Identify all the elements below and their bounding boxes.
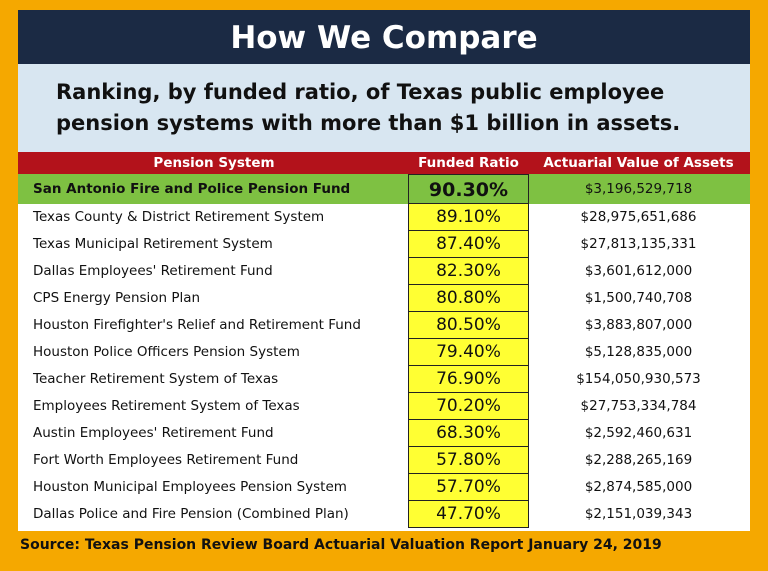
table-header: Pension System Funded Ratio Actuarial Va…: [18, 152, 750, 174]
actuarial-value: $1,500,740,708: [584, 290, 693, 306]
actuarial-value: $2,874,585,000: [584, 479, 693, 495]
subtitle-line-1: Ranking, by funded ratio, of Texas publi…: [56, 80, 665, 104]
subtitle: Ranking, by funded ratio, of Texas publi…: [18, 64, 750, 152]
subtitle-line-2: pension systems with more than $1 billio…: [56, 111, 681, 135]
actuarial-value: $27,813,135,331: [580, 236, 697, 252]
header-funded-ratio: Funded Ratio: [418, 155, 519, 171]
table-row: Teacher Retirement System of Texas 76.90%…: [18, 366, 750, 393]
funded-ratio: 89.10%: [408, 204, 529, 231]
funded-ratio: 70.20%: [408, 393, 529, 420]
funded-ratio: 80.50%: [408, 312, 529, 339]
page-title: How We Compare: [18, 10, 750, 64]
pension-system-name: Texas County & District Retirement Syste…: [33, 209, 325, 225]
pension-system-name: CPS Energy Pension Plan: [33, 290, 201, 306]
pension-system-name: Houston Firefighter's Relief and Retirem…: [33, 317, 361, 333]
funded-ratio: 87.40%: [408, 231, 529, 258]
actuarial-value: $27,753,334,784: [580, 398, 697, 414]
table-row: Texas County & District Retirement Syste…: [18, 204, 750, 231]
table-row: Dallas Police and Fire Pension (Combined…: [18, 501, 750, 528]
table-row: Houston Police Officers Pension System 79…: [18, 339, 750, 366]
actuarial-value: $28,975,651,686: [580, 209, 697, 225]
pension-system-name: Texas Municipal Retirement System: [33, 236, 273, 252]
funded-ratio: 79.40%: [408, 339, 529, 366]
pension-system-name: Dallas Employees' Retirement Fund: [33, 263, 273, 279]
funded-ratio: 76.90%: [408, 366, 529, 393]
funded-ratio: 82.30%: [408, 258, 529, 285]
source-note: Source: Texas Pension Review Board Actua…: [20, 537, 662, 553]
actuarial-value: $3,601,612,000: [584, 263, 693, 279]
pension-system-name: Employees Retirement System of Texas: [33, 398, 300, 414]
table-row: Texas Municipal Retirement System 87.40% $…: [18, 231, 750, 258]
table-row: Austin Employees' Retirement Fund 68.30% $…: [18, 420, 750, 447]
actuarial-value: $5,128,835,000: [584, 344, 693, 360]
header-pension-system: Pension System: [153, 155, 275, 171]
funded-ratio: 90.30%: [408, 174, 529, 204]
actuarial-value: $2,288,265,169: [584, 452, 693, 468]
funded-ratio: 57.80%: [408, 447, 529, 474]
funded-ratio: 80.80%: [408, 285, 529, 312]
actuarial-value: $2,151,039,343: [584, 506, 693, 522]
pension-system-name: Houston Municipal Employees Pension Syst…: [33, 479, 347, 495]
header-actuarial-value: Actuarial Value of Assets: [543, 155, 734, 171]
funded-ratio: 68.30%: [408, 420, 529, 447]
pension-system-name: San Antonio Fire and Police Pension Fund: [33, 181, 351, 197]
comparison-panel: How We Compare Ranking, by funded ratio,…: [18, 10, 750, 531]
table-row: Houston Municipal Employees Pension Syst…: [18, 474, 750, 501]
funded-ratio: 57.70%: [408, 474, 529, 501]
pension-system-name: Fort Worth Employees Retirement Fund: [33, 452, 299, 468]
actuarial-value: $3,196,529,718: [584, 181, 693, 197]
funded-ratio: 47.70%: [408, 501, 529, 528]
actuarial-value: $154,050,930,573: [576, 371, 701, 387]
actuarial-value: $2,592,460,631: [584, 425, 693, 441]
table-row: Dallas Employees' Retirement Fund 82.30% $…: [18, 258, 750, 285]
actuarial-value: $3,883,807,000: [584, 317, 693, 333]
table-row: Fort Worth Employees Retirement Fund 57.8…: [18, 447, 750, 474]
table-row: Houston Firefighter's Relief and Retirem…: [18, 312, 750, 339]
table-row: Employees Retirement System of Texas 70.2…: [18, 393, 750, 420]
pension-system-name: Teacher Retirement System of Texas: [33, 371, 279, 387]
table-row: CPS Energy Pension Plan 80.80% $1,500,740,…: [18, 285, 750, 312]
pension-system-name: Austin Employees' Retirement Fund: [33, 425, 274, 441]
table-row: San Antonio Fire and Police Pension Fund…: [18, 174, 750, 204]
pension-system-name: Dallas Police and Fire Pension (Combined…: [33, 506, 349, 522]
pension-system-name: Houston Police Officers Pension System: [33, 344, 300, 360]
